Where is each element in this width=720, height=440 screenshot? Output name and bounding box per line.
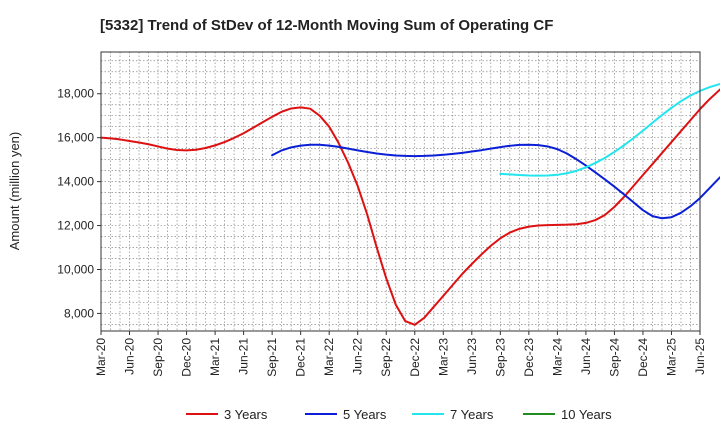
- x-tick-label: Sep-20: [151, 338, 165, 377]
- y-tick-label: 14,000: [57, 175, 94, 189]
- legend: 3 Years 5 Years 7 Years 10 Years: [186, 407, 612, 422]
- series-line-7-years: [499, 83, 720, 177]
- x-tick-label: Jun-22: [351, 338, 365, 375]
- x-axis-ticks: Mar-20 Jun-20 Sep-20 Dec-20 Mar-21 Jun-21 Sep-…: [94, 331, 707, 377]
- grid: [101, 52, 700, 331]
- x-tick-label: Mar-20: [94, 338, 108, 376]
- x-tick-label: Dec-21: [294, 338, 308, 377]
- x-tick-label: Jun-20: [123, 338, 137, 375]
- x-tick-label: Dec-20: [180, 338, 194, 377]
- series-line-5-years: [271, 143, 720, 220]
- x-tick-label: Sep-24: [607, 338, 621, 377]
- legend-label: 10 Years: [561, 407, 612, 422]
- x-tick-label: Sep-23: [493, 338, 507, 377]
- x-tick-label: Dec-22: [408, 338, 422, 377]
- legend-label: 5 Years: [343, 407, 387, 422]
- y-tick-label: 8,000: [64, 306, 94, 320]
- series-lines: [100, 83, 720, 326]
- y-tick-label: 18,000: [57, 87, 94, 101]
- y-tick-label: 16,000: [57, 131, 94, 145]
- x-tick-label: Mar-24: [550, 338, 564, 376]
- y-tick-label: 12,000: [57, 219, 94, 233]
- x-tick-label: Mar-23: [436, 338, 450, 376]
- legend-label: 7 Years: [450, 407, 494, 422]
- legend-label: 3 Years: [224, 407, 268, 422]
- x-tick-label: Mar-21: [208, 338, 222, 376]
- x-tick-label: Dec-24: [636, 338, 650, 377]
- x-tick-label: Mar-22: [322, 338, 336, 376]
- y-axis-ticks: 8,000 10,000 12,000 14,000 16,000 18,000: [57, 87, 101, 320]
- x-tick-label: Jun-21: [237, 338, 251, 375]
- x-tick-label: Sep-22: [379, 338, 393, 377]
- chart-title: [5332] Trend of StDev of 12-Month Moving…: [100, 17, 553, 34]
- y-tick-label: 10,000: [57, 262, 94, 276]
- plot-frame: [100, 51, 701, 332]
- x-tick-label: Jun-25: [693, 338, 707, 375]
- x-tick-label: Dec-23: [522, 338, 536, 377]
- x-tick-label: Jun-24: [579, 338, 593, 375]
- series-line-3-years: [100, 88, 720, 326]
- y-axis-label: Amount (million yen): [7, 132, 22, 251]
- x-tick-label: Jun-23: [465, 338, 479, 375]
- x-tick-label: Sep-21: [265, 338, 279, 377]
- x-tick-label: Mar-25: [664, 338, 678, 376]
